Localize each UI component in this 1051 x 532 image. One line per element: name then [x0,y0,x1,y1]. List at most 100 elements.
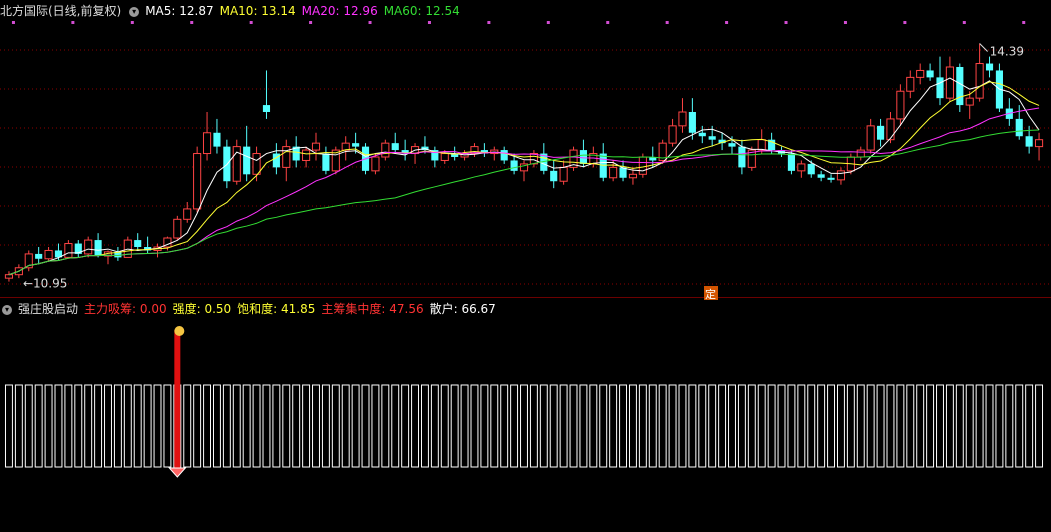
indicator-bar [797,384,806,468]
marker-label: 定 [705,287,716,301]
indicator-bar [272,384,281,468]
ma10-line [8,81,1040,276]
indicator-bar [945,384,954,468]
top-mark [11,21,15,24]
top-mark [962,21,966,24]
candle-body-up [24,253,33,269]
indicator-bar [282,384,291,468]
candle-body-down [451,153,459,157]
top-mark [843,21,847,24]
indicator-bar [242,384,251,468]
indicator-bar [1025,384,1034,468]
candle-body-down [728,143,736,147]
indicator-toggle-icon[interactable]: ▾ [2,304,12,315]
candle-body-down [510,160,518,171]
candle-body-down [827,177,835,180]
candle-body-up [252,153,261,175]
candle-body-up [638,156,647,175]
indicator-bar [737,384,746,468]
top-mark [546,21,550,24]
candle-body-up [381,142,390,158]
indicator-bar [817,384,826,468]
indicator-bar [718,384,727,468]
indicator-bar [995,384,1004,468]
candle-body-down [262,105,271,112]
indicator-bar [757,384,766,468]
price-panel-header: 北方国际(日线,前复权) ▾ MA5: 12.87 MA10: 13.14 MA20: … [0,2,472,20]
candle-body-up [866,125,875,151]
indicator-bar [321,384,330,468]
indicator-bar [411,384,420,468]
indicator-bar [886,384,895,468]
indicator-bar [123,384,132,468]
indicator-bar [193,384,202,468]
indicator-bar [529,384,538,468]
indicator-bar [302,384,311,468]
indicator-bar [203,384,212,468]
top-mark [487,21,491,24]
candle-body-down [985,63,994,71]
top-mark [309,21,313,24]
indicator-bar [44,384,53,468]
indicator-bar [916,384,925,468]
candle-body-down [114,251,122,258]
top-mark [190,21,194,24]
candle-body-down [401,150,409,154]
indicator-bar [827,384,836,468]
indicator-bar [767,384,776,468]
indicator-bar [658,384,667,468]
candle-body-up [797,163,806,172]
indicator-bar [955,384,964,468]
candle-body-up [628,173,638,179]
candle-body-up [44,249,53,260]
candle-body-down [144,247,152,251]
indicator-bar [262,384,271,468]
candle-body-up [757,139,766,151]
candle-body-down [936,77,944,99]
indicator-bar [430,384,439,468]
indicator-bar [599,384,608,468]
indicator-bar [371,384,380,468]
candle-body-up [282,146,291,168]
indicator-bar [163,384,172,468]
indicator-bar [104,384,112,468]
candle-body-down [956,67,964,106]
indicator-bar [84,384,93,468]
candle-body-up [678,111,687,127]
candle-body-down [708,136,716,140]
settings-toggle-icon[interactable]: ▾ [129,6,140,17]
top-mark [665,21,669,24]
indicator-bar [777,384,786,468]
indicator-bar [698,384,707,468]
candle-body-up [896,90,905,120]
candle-body-down [480,150,488,154]
ma60-line [8,129,1040,276]
candle-body-down [550,170,558,182]
indicator-bar [113,384,122,468]
indicator-bar [133,384,142,468]
indicator-bar [579,384,588,468]
indicator-bar [609,384,618,468]
indicator-bar [975,384,984,468]
indicator-bar [866,384,875,468]
indicator-bar [589,384,598,468]
indicator-bar [539,384,548,468]
candle-body-up [202,132,212,155]
indicator-bar [490,384,499,468]
indicator-bar [619,384,628,468]
indicator-bar [381,384,390,468]
indicator-bar [936,384,944,468]
indicator-bar [401,384,410,468]
top-mark [784,21,788,24]
high-price-label: 14.39 [990,44,1024,58]
candle-body-up [559,166,568,182]
indicator-bar [34,384,43,468]
indicator-bar [460,384,469,468]
top-mark [903,21,907,24]
candle-body-down [698,132,706,137]
candle-body-down [926,70,934,78]
indicator-bar [728,384,736,468]
top-mark [249,21,253,24]
candle-body-up [945,66,954,99]
